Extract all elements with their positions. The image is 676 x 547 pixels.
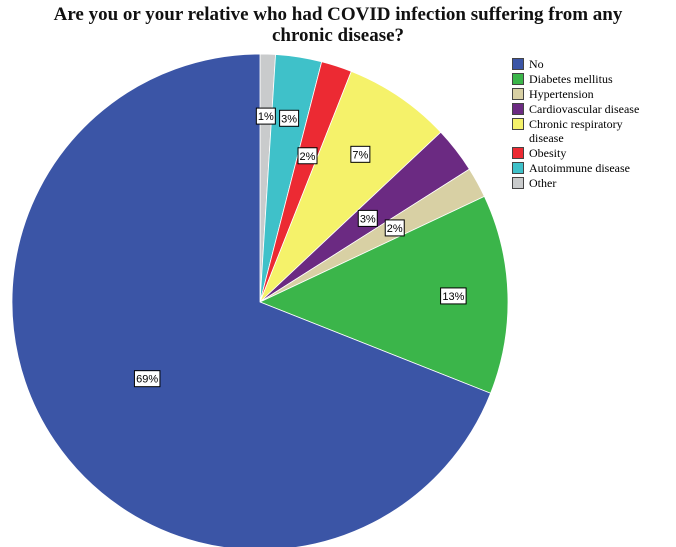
pie-label-diabetes-mellitus: 13% [440, 287, 467, 305]
legend: No Diabetes mellitus Hypertension Cardiovas… [512, 57, 676, 191]
legend-item-autoimmune-disease: Autoimmune disease [512, 161, 676, 175]
pie-label-no: 69% [133, 370, 161, 388]
legend-item-no: No [512, 57, 676, 71]
pie-label-box [440, 287, 467, 305]
chart-title: Are you or your relative who had COVID i… [0, 4, 676, 46]
pie-label-text: 3% [360, 213, 376, 225]
pie-label-obesity: 2% [297, 147, 318, 165]
legend-label: Diabetes mellitus [529, 72, 613, 86]
chart-title-line-1: Are you or your relative who had COVID i… [53, 4, 623, 25]
legend-item-diabetes-mellitus: Diabetes mellitus [512, 72, 676, 86]
legend-item-other: Other [512, 176, 676, 190]
pie-label-cardiovascular-disease: 3% [357, 209, 378, 227]
legend-label: Hypertension [529, 87, 594, 101]
pie-label-text: 2% [300, 151, 316, 163]
legend-item-chronic-respiratory-disease: Chronic respiratory disease [512, 117, 676, 145]
legend-swatch [512, 162, 524, 174]
pie-label-text: 7% [352, 149, 368, 161]
pie-label-text: 13% [442, 291, 464, 303]
legend-swatch [512, 58, 524, 70]
pie-label-box [384, 219, 405, 237]
legend-label: Obesity [529, 146, 567, 160]
pie-slice-no [11, 53, 492, 547]
legend-label: Autoimmune disease [529, 161, 630, 175]
pie-label-text: 3% [281, 113, 297, 125]
pie-label-box [279, 109, 300, 127]
legend-label: Cardiovascular disease [529, 102, 640, 116]
legend-label: No [529, 57, 544, 71]
pie-slice-diabetes-mellitus [258, 195, 509, 394]
legend-swatch [512, 88, 524, 100]
pie-label-text: 1% [258, 111, 274, 123]
pie-label-box [357, 209, 378, 227]
pie-label-box [297, 147, 318, 165]
pie-label-autoimmune-disease: 3% [279, 109, 300, 127]
pie-label-box [255, 107, 276, 125]
pie-label-text: 69% [136, 374, 158, 386]
legend-item-hypertension: Hypertension [512, 87, 676, 101]
legend-item-obesity: Obesity [512, 146, 676, 160]
pie-slice-chronic-respiratory-disease [259, 70, 442, 303]
pie-label-text: 2% [387, 223, 403, 235]
legend-swatch [512, 103, 524, 115]
legend-label: Other [529, 176, 557, 190]
legend-swatch [512, 177, 524, 189]
legend-label: Chronic respiratory disease [529, 117, 623, 145]
legend-item-cardiovascular-disease: Cardiovascular disease [512, 102, 676, 116]
legend-swatch [512, 118, 524, 130]
pie-label-chronic-respiratory-disease: 7% [350, 145, 371, 163]
pie-label-other: 1% [255, 107, 276, 125]
pie-label-box [350, 145, 371, 163]
legend-swatch [512, 73, 524, 85]
chart-title-line-2: chronic disease? [271, 25, 405, 46]
pie-label-hypertension: 2% [384, 219, 405, 237]
legend-swatch [512, 147, 524, 159]
pie-label-box [133, 370, 161, 388]
